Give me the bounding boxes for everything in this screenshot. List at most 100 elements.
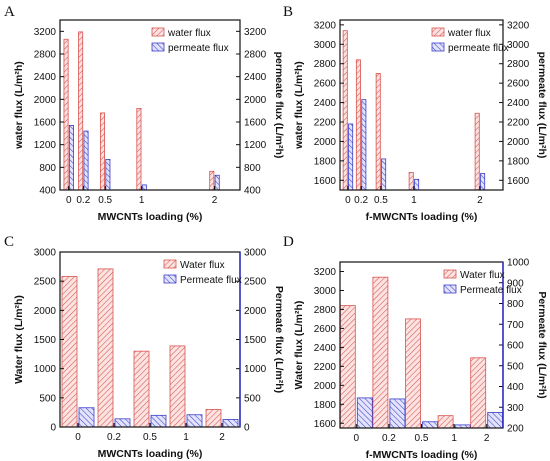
y2-tick-label: 2000 [507,137,530,148]
y-tick-label: 1800 [314,400,337,411]
y2-tick-label: 2600 [507,79,530,90]
x-tick-label: 2 [484,433,490,444]
y-tick-label: 2000 [314,381,337,392]
y2-tick-label: 800 [244,163,261,174]
y2-tick-label: 2000 [244,306,267,317]
y2-tick-label: 900 [507,278,524,289]
bar-water-flux-1 [169,345,186,428]
legend-label-permeate-flux: Permeate flux [180,275,242,286]
bar-water-flux-2 [205,409,222,428]
y-tick-label: 800 [39,163,56,174]
y-tick-label: 2200 [314,118,337,129]
legend-label-permeate-flux: Permeate flux [460,285,522,296]
bar-water-flux-0-5 [133,350,150,428]
legend-swatch-permeate-flux [151,42,165,52]
bar-water-flux-1 [408,172,414,191]
y2-tick-label: 2400 [507,98,530,109]
y2-axis-label: Permeate flux (L/m²h) [536,291,548,398]
chart-panel-a: 4008001200160020002400280032004008001200… [13,19,285,223]
y-tick-label: 3200 [34,27,57,38]
y-tick-label: 2500 [34,277,57,288]
y-tick-label: 2400 [314,343,337,354]
y-tick-label: 1000 [34,364,57,375]
y-tick-label: 2000 [34,306,57,317]
y-tick-label: 2800 [314,305,337,316]
y2-tick-label: 3000 [507,40,530,51]
y2-tick-label: 3000 [244,248,267,259]
y2-tick-label: 1200 [244,140,267,151]
plot-frame [59,19,241,191]
legend-label-water-flux: water flux [167,28,211,39]
panel-label-a: A [4,4,15,20]
bar-permeate-flux-1 [186,414,203,428]
x-tick-label: 0.5 [143,432,157,443]
x-axis-label: MWCNTs loading (%) [98,448,203,460]
legend-swatch-water-flux [163,259,177,269]
y-axis-label: water flux (L/m²h) [13,61,25,150]
x-tick-label: 1 [451,433,457,444]
x-tick-label: 1 [183,432,189,443]
y2-tick-label: 700 [507,320,524,331]
y2-tick-label: 1000 [507,258,530,269]
bar-permeate-flux-0-2 [361,99,367,191]
y-tick-label: 3200 [314,20,337,31]
legend-label-water-flux: Water flux [180,260,225,271]
bar-water-flux-0-5 [405,318,421,429]
panel-label-d: D [283,234,294,250]
bar-permeate-flux-2 [480,173,486,191]
chart-panel-b: 1600 1800 2000 2200 2400 2600 2800 3000 3200 1600… [293,19,548,223]
y-tick-label: 400 [39,186,56,197]
y2-tick-label: 1000 [244,364,267,375]
bar-permeate-flux-2 [487,412,504,429]
y-tick-label: 2400 [34,72,57,83]
bar-permeate-flux-0 [78,407,95,428]
y2-tick-label: 300 [507,403,524,414]
bar-water-flux-0 [63,38,69,191]
x-tick-label: 0.2 [354,195,368,206]
chart-panel-d: 1600180020002200240026002800300032002003… [293,258,548,461]
x-axis-label: MWCNTs loading (%) [98,211,203,223]
bar-water-flux-1 [437,415,454,429]
y-tick-label: 1600 [314,419,337,430]
y2-tick-label: 2200 [507,118,530,129]
y-tick-label: 1200 [34,140,57,151]
bar-permeate-flux-0-5 [105,158,111,191]
y-tick-label: 2600 [314,324,337,335]
bar-permeate-flux-0 [348,123,354,191]
y2-tick-label: 800 [507,299,524,310]
bar-permeate-flux-1 [414,178,420,191]
y-tick-label: 1800 [314,156,337,167]
y-tick-label: 1600 [314,176,337,187]
y2-tick-label: 1600 [507,176,530,187]
y-tick-label: 1500 [34,335,57,346]
legend-swatch-permeate-flux [431,42,445,52]
y-tick-label: 3200 [314,267,337,278]
y2-tick-label: 2500 [244,277,267,288]
y-axis-label: Water flux (L/m²h) [13,295,25,384]
legend-label-permeate-flux: permeate flux [168,43,229,54]
bar-permeate-flux-2 [214,174,220,191]
x-tick-label: 0.2 [76,195,90,206]
panel-label-c: C [4,234,14,250]
legend-label-water-flux: water flux [447,28,491,39]
legend-label-permeate-flux: permeate flux [448,43,509,54]
y-tick-label: 1600 [34,118,57,129]
x-tick-label: 0.2 [382,433,396,444]
x-tick-label: 0 [75,432,81,443]
x-tick-label: 2 [219,432,225,443]
bar-water-flux-0-5 [99,112,105,191]
y-axis-label: water flux (L/m²h) [293,61,305,150]
legend-swatch-permeate-flux [163,274,177,284]
y2-tick-label: 1600 [244,118,267,129]
y-tick-label: 2800 [314,59,337,70]
panel-label-b: B [283,4,293,20]
y-tick-label: 3000 [314,40,337,51]
bar-permeate-flux-2 [222,419,239,428]
legend-swatch-water-flux [431,27,445,37]
y-tick-label: 2600 [314,79,337,90]
x-axis-label: f-MWCNTs loading (%) [366,449,478,461]
x-axis-label: f-MWCNTs loading (%) [366,211,478,223]
bar-permeate-flux-0-2 [114,418,131,428]
legend-swatch-water-flux [151,27,165,37]
